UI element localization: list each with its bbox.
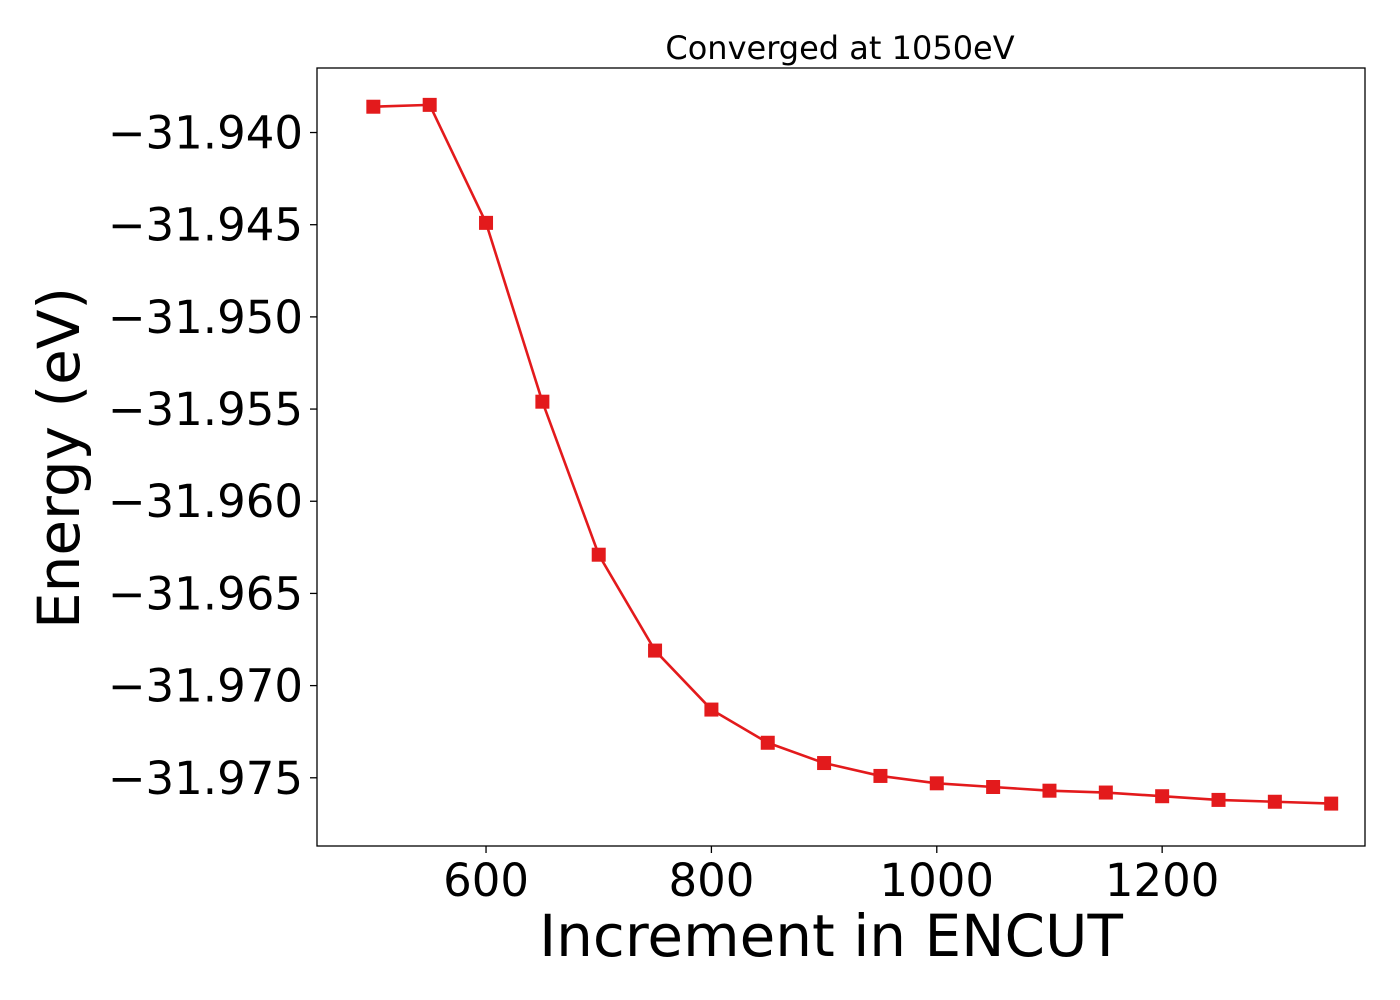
x-tick-label: 1000 [880, 854, 995, 907]
data-point [1155, 789, 1170, 804]
data-point [817, 756, 832, 771]
y-tick-label: −31.970 [108, 660, 303, 713]
data-point [1042, 783, 1057, 798]
data-point [535, 394, 550, 409]
data-point [648, 643, 663, 658]
x-tick-label: 1200 [1105, 854, 1220, 907]
plot-frame [316, 67, 1366, 847]
data-point [479, 215, 494, 230]
x-tick-label: 600 [443, 854, 529, 907]
y-tick-label: −31.965 [108, 567, 303, 620]
data-point [366, 99, 381, 114]
y-tick-label: −31.950 [108, 291, 303, 344]
data-point [1324, 796, 1339, 811]
data-point [704, 702, 719, 717]
data-point [929, 776, 944, 791]
data-point [873, 768, 888, 783]
y-tick-label: −31.975 [108, 752, 303, 805]
y-tick-label: −31.945 [108, 199, 303, 252]
y-axis: −31.940 −31.945 −31.950 −31.955 −31.960 −31.9… [108, 107, 317, 805]
y-tick-label: −31.940 [108, 107, 303, 160]
data-point [986, 780, 1001, 794]
data-point [1211, 792, 1226, 807]
y-tick-label: −31.960 [108, 475, 303, 528]
x-axis-label: Increment in ENCUT [539, 902, 1123, 970]
data-point [1267, 794, 1282, 809]
data-point [1098, 785, 1113, 800]
series-layer [366, 97, 1339, 811]
data-point [760, 735, 775, 750]
data-point [422, 97, 437, 112]
x-axis: 600 800 1000 1200 [443, 846, 1219, 907]
chart-title: Converged at 1050eV [665, 29, 1014, 67]
data-point [591, 547, 606, 562]
x-tick-label: 800 [668, 854, 754, 907]
y-axis-label: Energy (eV) [25, 287, 93, 629]
series-line [373, 103, 1332, 805]
y-tick-label: −31.955 [108, 383, 303, 436]
